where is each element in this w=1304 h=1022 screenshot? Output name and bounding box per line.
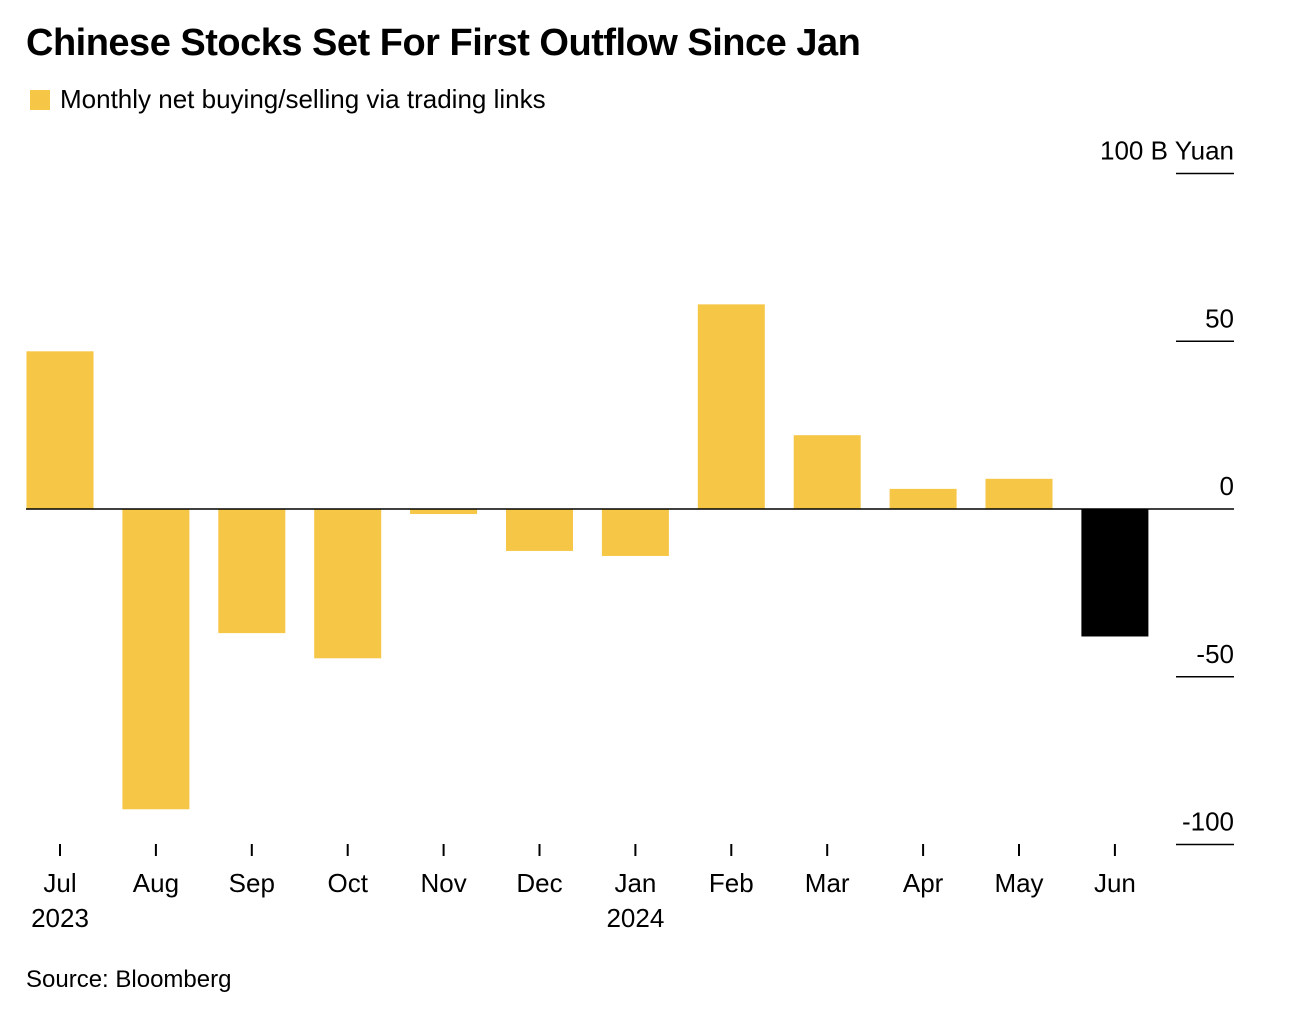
x-tick-label-month: Apr: [903, 868, 944, 898]
x-tick-label-year: 2024: [606, 903, 664, 933]
bars: [26, 304, 1149, 810]
bar-nov: [410, 509, 478, 515]
y-tick-label: 50: [1205, 303, 1234, 333]
bar-dec: [506, 509, 573, 551]
bar-feb: [697, 304, 765, 509]
x-tick-label-month: Nov: [420, 868, 466, 898]
bar-jun: [1081, 509, 1149, 637]
x-tick-label-month: Sep: [229, 868, 275, 898]
x-tick-label-month: Oct: [327, 868, 368, 898]
y-tick-label: -100: [1182, 807, 1234, 837]
bar-may: [985, 478, 1053, 509]
x-tick-label-month: Feb: [709, 868, 754, 898]
x-tick-label-month: Mar: [805, 868, 850, 898]
x-tick-label-month: May: [994, 868, 1043, 898]
x-tick-label-month: Jan: [614, 868, 656, 898]
source-note: Source: Bloomberg: [26, 966, 232, 993]
chart-title: Chinese Stocks Set For First Outflow Sin…: [26, 22, 861, 64]
bar-mar: [793, 435, 861, 509]
y-axis: 100 B Yuan 50 0 -50 -100: [1100, 136, 1234, 846]
y-tick-label: 0: [1220, 471, 1234, 501]
y-tick-label: -50: [1196, 639, 1234, 669]
bar-apr: [889, 488, 957, 509]
x-tick-label-month: Jun: [1094, 868, 1136, 898]
bar-jul-2023: [26, 351, 94, 509]
x-tick-label-month: Dec: [516, 868, 562, 898]
x-tick-label-year: 2023: [31, 903, 89, 933]
bar-aug: [122, 509, 190, 810]
bar-sep: [218, 509, 286, 634]
x-axis: Jul 2023 Aug Sep Oct Nov Dec Jan 2024 Feb Mar Apr Ma…: [31, 844, 1136, 933]
x-tick-label-month: Jul: [43, 868, 76, 898]
legend-label: Monthly net buying/selling via trading l…: [60, 84, 546, 114]
bar-jan-2024: [601, 509, 669, 556]
bar-oct: [314, 509, 382, 659]
y-tick-label: 100 B Yuan: [1100, 136, 1234, 166]
x-tick-label-month: Aug: [133, 868, 179, 898]
legend-swatch: [30, 89, 50, 110]
legend: Monthly net buying/selling via trading l…: [30, 84, 546, 115]
